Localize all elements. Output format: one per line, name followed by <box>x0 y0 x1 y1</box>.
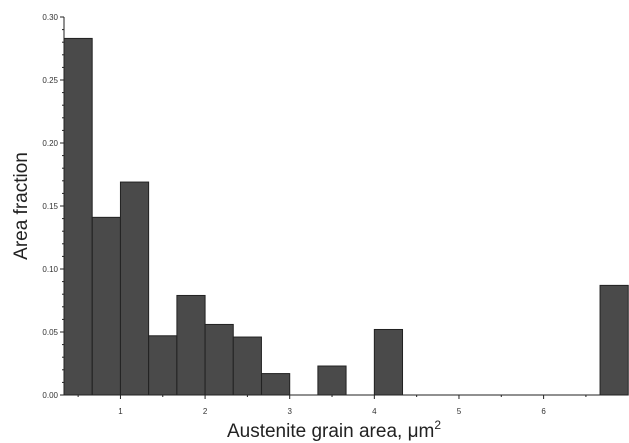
y-tick-label: 0.05 <box>42 328 58 337</box>
x-tick-label: 3 <box>287 407 292 416</box>
y-tick-label: 0.30 <box>42 13 58 22</box>
x-tick-label: 2 <box>203 407 208 416</box>
x-tick-label: 6 <box>541 407 546 416</box>
x-tick-label: 1 <box>118 407 123 416</box>
x-tick-label: 4 <box>372 407 377 416</box>
y-tick-label: 0.00 <box>42 391 58 400</box>
histogram-bar <box>317 365 347 396</box>
y-tick-label: 0.15 <box>42 202 58 211</box>
y-tick-label: 0.10 <box>42 265 58 274</box>
x-axis-title-text: Austenite grain area, μm <box>227 421 434 442</box>
histogram-bar <box>63 37 93 396</box>
histogram-bar <box>261 373 291 396</box>
x-axis-title-superscript: 2 <box>434 418 441 432</box>
bars-group <box>63 37 629 396</box>
histogram-bar <box>119 181 150 396</box>
histogram-bar <box>176 294 206 396</box>
histogram-bar <box>204 323 234 396</box>
x-axis-ticks: 1 2 3 4 5 6 <box>77 395 587 416</box>
histogram-bar <box>91 216 121 396</box>
y-axis-ticks: 0.00 0.05 0.10 0.15 0.20 0.25 0.30 <box>42 13 64 400</box>
histogram-bar <box>599 284 629 396</box>
histogram-bar <box>232 336 262 396</box>
x-axis-title: Austenite grain area, μm2 <box>227 418 441 442</box>
y-tick-label: 0.25 <box>42 76 58 85</box>
x-tick-label: 5 <box>457 407 462 416</box>
y-tick-label: 0.20 <box>42 139 58 148</box>
y-axis-title: Area fraction <box>11 152 32 260</box>
histogram-bar <box>373 328 404 396</box>
histogram-bar <box>148 335 178 396</box>
